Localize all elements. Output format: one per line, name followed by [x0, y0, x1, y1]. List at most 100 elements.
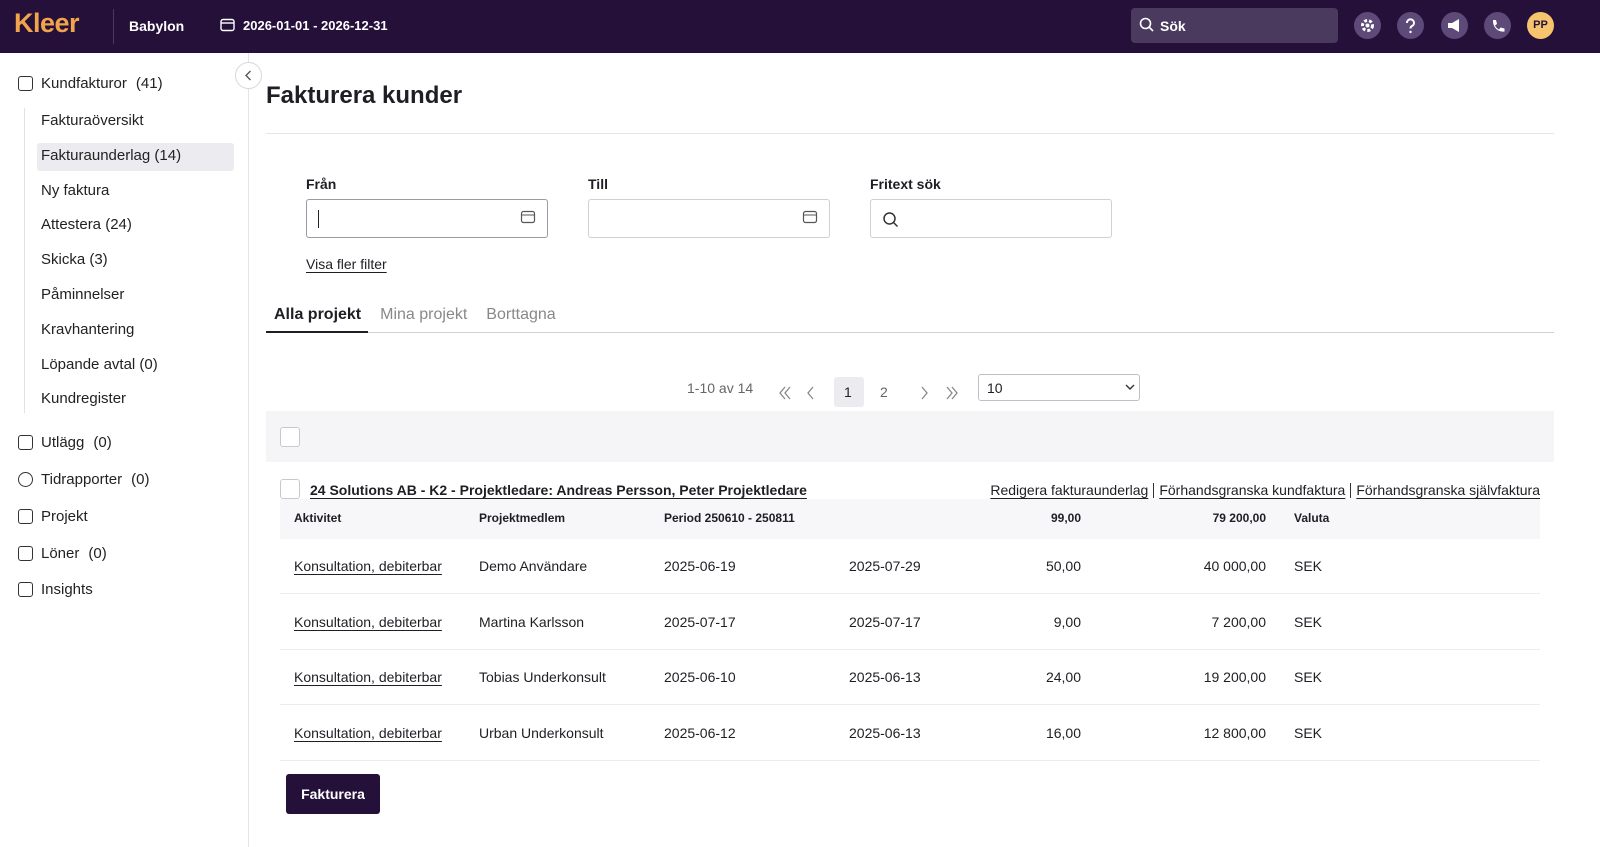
table-cell: Tobias Underkonsult	[479, 669, 606, 686]
help-icon[interactable]	[1397, 12, 1424, 39]
company[interactable]: Babylon	[129, 18, 185, 34]
nav-label[interactable]: Löner	[41, 545, 80, 562]
nav-icon	[18, 472, 33, 487]
period[interactable]: 2026-01-01 - 2026-12-31	[243, 18, 388, 33]
from-input[interactable]	[306, 199, 548, 238]
pagination-arrows[interactable]	[776, 384, 966, 402]
column-header: Period 250610 - 250811	[664, 511, 795, 525]
filter-label: Fritext sök	[870, 176, 941, 192]
nav-label[interactable]: Kundfakturor	[41, 75, 127, 92]
sidebar: Kundfakturor (41) Utlägg (0) Tidrapporter (0)…	[0, 53, 249, 847]
pagination-summary: 1-10 av 14	[687, 380, 754, 396]
table-cell: SEK	[1294, 724, 1323, 741]
divider	[113, 9, 114, 44]
submenu-item[interactable]: Fakturaöversikt	[41, 112, 144, 129]
submenu-item[interactable]: Kundregister	[41, 390, 127, 408]
nav-label[interactable]: Insights	[41, 581, 93, 598]
page-number[interactable]: 2	[880, 384, 888, 400]
submenu-item[interactable]: Påminnelser	[41, 286, 125, 303]
phone-icon[interactable]	[1484, 12, 1511, 39]
action-link[interactable]: Förhandsgranska kundfaktura	[1159, 482, 1346, 498]
table-cell: 2025-06-12	[664, 724, 736, 741]
table-cell: 2025-06-13	[849, 724, 921, 741]
action-link[interactable]: Förhandsgranska självfaktura	[1356, 482, 1540, 498]
table-cell: 2025-06-13	[849, 669, 921, 686]
activity-link[interactable]: Konsultation, debiterbar	[294, 613, 442, 630]
search-placeholder: Sök	[1160, 18, 1186, 34]
nav-icon	[18, 582, 33, 597]
submenu-line	[24, 108, 25, 413]
table-cell: 2025-06-10	[664, 669, 736, 686]
tab[interactable]: Mina projekt	[380, 306, 468, 323]
calendar-icon	[220, 18, 235, 32]
group-title[interactable]: 24 Solutions AB - K2 - Projektledare: An…	[310, 482, 807, 498]
tabs-line	[266, 332, 1554, 333]
table-cell: 2025-06-19	[664, 558, 736, 574]
nav-label[interactable]: Projekt	[41, 508, 88, 525]
column-header: Projektmedlem	[479, 511, 566, 525]
submenu-item[interactable]: Skicka (3)	[41, 251, 108, 269]
calendar-icon[interactable]	[520, 209, 536, 225]
separator	[1350, 482, 1352, 498]
activity-link[interactable]: Konsultation, debiterbar	[294, 669, 442, 686]
table-cell: 12 800,00	[1203, 724, 1266, 741]
filter-label: Från	[306, 176, 337, 192]
table-cell: 2025-07-29	[849, 558, 921, 574]
table-cell: 7 200,00	[1211, 613, 1267, 630]
column-header: Valuta	[1294, 511, 1330, 525]
table-cell: 19 200,00	[1203, 669, 1266, 686]
submenu-item[interactable]: Ny faktura	[41, 181, 110, 199]
table-cell: 16,00	[1045, 724, 1081, 741]
group-checkbox[interactable]	[280, 479, 300, 499]
nav-icon	[18, 509, 33, 524]
column-header-band	[280, 499, 1540, 539]
page-size-select[interactable]: 10	[978, 374, 1140, 401]
submenu-item[interactable]: Kravhantering	[41, 320, 135, 338]
logo[interactable]: Kleer	[14, 8, 80, 38]
select-all-checkbox[interactable]	[280, 427, 300, 447]
table-cell: 50,00	[1045, 558, 1081, 574]
table-header-band	[266, 411, 1554, 462]
avatar[interactable]: PP	[1527, 12, 1554, 39]
group-actions: Redigera fakturaunderlag Förhandsgranska …	[990, 482, 1540, 498]
nav-label[interactable]: Tidrapporter	[41, 471, 123, 488]
collapse-button[interactable]	[235, 62, 262, 89]
nav-icon	[18, 435, 33, 450]
current-page-bg	[834, 377, 864, 407]
table-cell: Demo Användare	[479, 558, 588, 574]
submenu-item[interactable]: Löpande avtal (0)	[41, 355, 158, 373]
separator	[1153, 482, 1155, 498]
nav-label[interactable]: Utlägg	[41, 434, 85, 451]
table-cell: SEK	[1294, 613, 1323, 630]
tab[interactable]: Borttagna	[486, 306, 556, 323]
calendar-icon[interactable]	[802, 209, 818, 225]
column-header: 79 200,00	[1212, 511, 1266, 525]
freetext-input[interactable]	[870, 199, 1112, 238]
more-filters-link[interactable]: Visa fler filter	[306, 256, 387, 272]
page-number[interactable]: 1	[844, 384, 852, 400]
page-title: Fakturera kunder	[266, 82, 463, 109]
activity-link[interactable]: Konsultation, debiterbar	[294, 724, 442, 741]
column-header: Aktivitet	[294, 511, 342, 525]
page-size-value: 10	[987, 380, 1003, 396]
search-box[interactable]: Sök	[1131, 8, 1338, 43]
nav-count: (0)	[93, 434, 112, 451]
announcement-icon[interactable]	[1441, 12, 1468, 39]
submit-button[interactable]: Fakturera	[286, 774, 380, 814]
submenu-item[interactable]: Attestera (24)	[41, 216, 132, 234]
activity-link[interactable]: Konsultation, debiterbar	[294, 558, 442, 574]
active-highlight	[37, 143, 234, 171]
table-cell: Martina Karlsson	[479, 613, 585, 630]
tab[interactable]: Alla projekt	[274, 306, 362, 323]
to-input[interactable]	[588, 199, 830, 238]
nav-count: (0)	[131, 471, 150, 488]
table-cell: Urban Underkonsult	[479, 724, 604, 741]
column-header: 99,00	[1050, 511, 1081, 525]
top-bar: Kleer Babylon 2026-01-01 - 2026-12-31 Sö…	[0, 0, 1600, 53]
action-link[interactable]: Redigera fakturaunderlag	[990, 482, 1149, 498]
row-divider	[280, 593, 1540, 594]
settings-icon[interactable]	[1354, 12, 1381, 39]
nav-icon	[18, 76, 33, 91]
submenu-item[interactable]: Fakturaunderlag (14)	[41, 146, 182, 164]
